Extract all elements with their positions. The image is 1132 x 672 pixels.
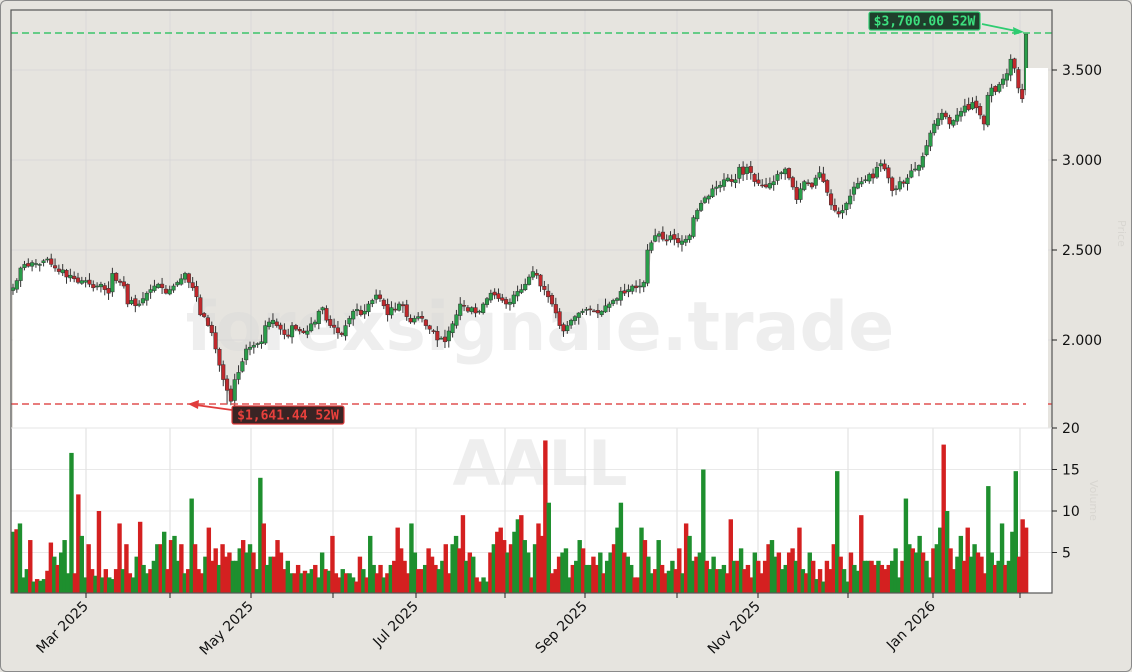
svg-text:Nov 2025: Nov 2025	[705, 599, 764, 658]
price-axis-label: Price	[1115, 220, 1128, 247]
svg-text:May 2025: May 2025	[197, 599, 257, 659]
low-52w-label: $1,641.44 52W	[237, 409, 339, 424]
svg-text:10: 10	[1062, 504, 1080, 520]
volume-axis-label: Volume	[1087, 480, 1100, 521]
svg-text:2.500: 2.500	[1062, 243, 1102, 259]
svg-text:Sep 2025: Sep 2025	[533, 599, 591, 657]
watermark: forexsignale.trade AALL	[186, 288, 895, 500]
plot-border	[10, 9, 1053, 594]
high-52w-label: $3,700.00 52W	[874, 15, 976, 30]
candles	[10, 33, 1029, 408]
svg-text:15: 15	[1062, 463, 1080, 479]
svg-text:Jan 2026: Jan 2026	[883, 598, 939, 654]
svg-text:5: 5	[1062, 546, 1071, 562]
x-axis: Mar 2025 May 2025 Jul 2025 Sep 2025 Nov 2025…	[33, 593, 1021, 659]
last-price-highlight	[1026, 68, 1048, 428]
svg-text:Jul 2025: Jul 2025	[370, 599, 422, 651]
price-area-fill	[13, 68, 1026, 428]
y-axis: 2.000 2.500 3.000 3.500 5 10 15 20	[1052, 63, 1102, 562]
ticker-watermark: AALL	[453, 427, 628, 500]
svg-text:20: 20	[1062, 421, 1080, 437]
high-52w-annotation: $3,700.00 52W	[868, 11, 1024, 35]
watermark-text: forexsignale.trade	[186, 288, 895, 367]
svg-text:2.000: 2.000	[1062, 333, 1102, 349]
svg-text:3.000: 3.000	[1062, 153, 1102, 169]
volume-bars	[10, 440, 1029, 593]
svg-text:Mar 2025: Mar 2025	[33, 599, 91, 657]
low-52w-annotation: $1,641.44 52W	[188, 400, 345, 425]
svg-text:3.500: 3.500	[1062, 63, 1102, 79]
